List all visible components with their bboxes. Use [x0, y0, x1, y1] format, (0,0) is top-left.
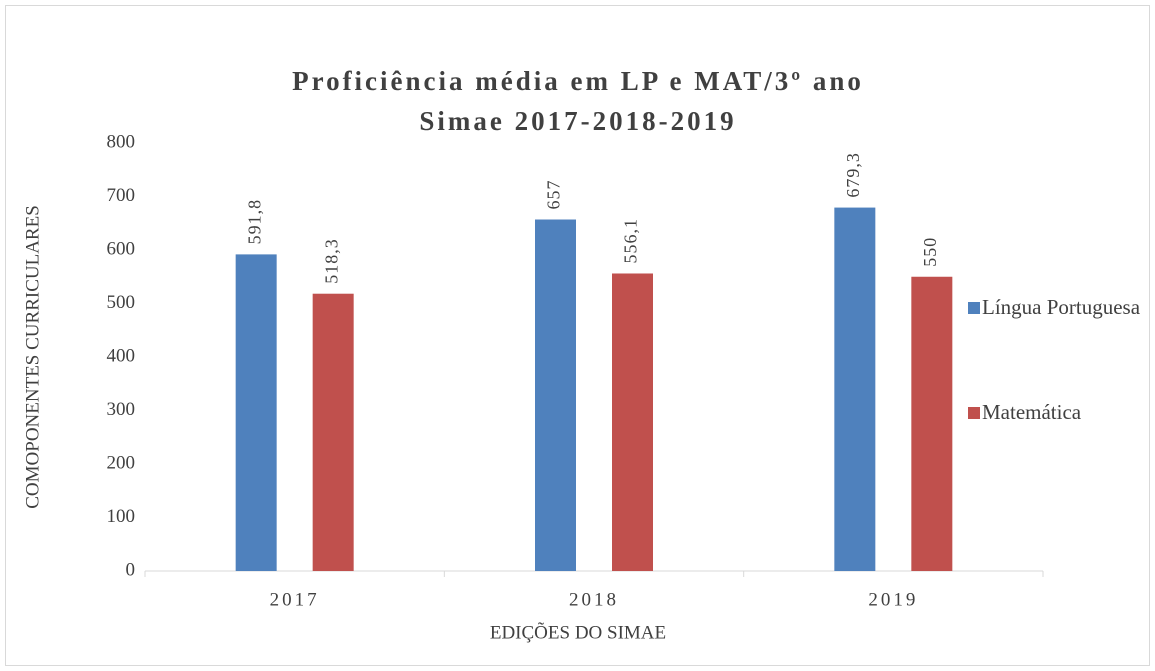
- y-tick-label: 300: [107, 399, 136, 420]
- data-label: 591,8: [244, 199, 264, 245]
- bar: [911, 276, 953, 571]
- y-tick-label: 600: [107, 238, 136, 259]
- data-label: 550: [920, 237, 940, 267]
- y-tick-label: 700: [107, 185, 136, 206]
- legend-swatch: [968, 302, 980, 314]
- legend-item: Língua Portuguesa: [982, 295, 1141, 319]
- bar: [312, 293, 354, 571]
- legend-swatch: [968, 407, 980, 419]
- x-tick-label: 2019: [868, 589, 918, 610]
- y-tick-label: 200: [107, 452, 136, 473]
- bar: [535, 219, 576, 571]
- chart-subtitle: Simae 2017-2018-2019: [419, 106, 736, 136]
- chart-border: [5, 5, 1150, 666]
- data-label: 518,3: [321, 238, 341, 284]
- legend-label: Matemática: [982, 400, 1082, 424]
- y-tick-label: 0: [126, 559, 136, 580]
- legend-label: Língua Portuguesa: [982, 295, 1141, 319]
- x-axis-label: EDIÇÕES DO SIMAE: [490, 621, 666, 643]
- y-axis-label: COMOPONENTES CURRICULARES: [22, 205, 43, 509]
- y-tick-label: 100: [107, 506, 136, 527]
- data-label: 679,3: [843, 152, 863, 198]
- bar: [834, 207, 876, 571]
- y-tick-label: 400: [107, 345, 136, 366]
- bar: [612, 273, 653, 571]
- x-tick-label: 2018: [569, 589, 619, 610]
- bar: [235, 254, 277, 571]
- x-tick-label: 2017: [270, 589, 320, 610]
- data-label: 657: [544, 180, 564, 210]
- y-tick-label: 800: [107, 131, 136, 152]
- legend-item: Matemática: [982, 400, 1082, 424]
- chart-title: Proficiência média em LP e MAT/3º ano: [292, 66, 864, 96]
- y-tick-label: 500: [107, 292, 136, 313]
- data-label: 556,1: [621, 218, 641, 264]
